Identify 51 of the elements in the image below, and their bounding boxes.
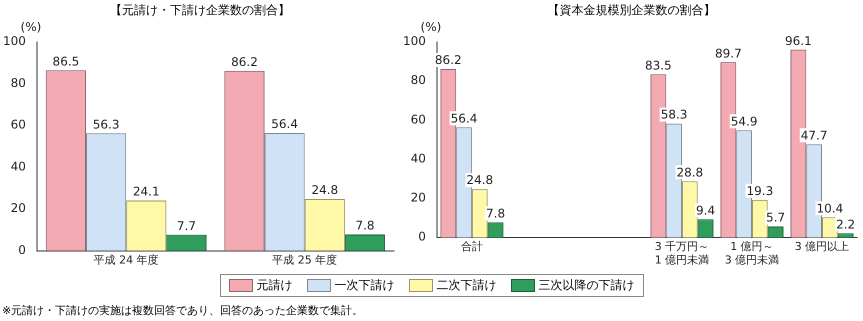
data-label: 9.4 — [696, 203, 716, 218]
y-axis-title: (%) — [420, 20, 442, 34]
x-tick-label: 合計 — [460, 240, 483, 254]
data-label: 58.3 — [660, 108, 688, 122]
x-tick-label: 1 億円～ 3 億円未満 — [724, 240, 780, 266]
chart-title: 【資本金規模別企業数の割合】 — [546, 2, 716, 18]
legend-label: 元請け — [256, 277, 292, 294]
y-tick-label: 80 — [10, 76, 26, 90]
data-label: 56.4 — [450, 111, 478, 126]
x-tick-label: 平成 25 年度 — [272, 253, 338, 266]
data-label: 56.4 — [271, 117, 298, 132]
data-label: 56.3 — [92, 117, 120, 132]
data-label: 86.2 — [434, 53, 462, 68]
data-label: 24.1 — [132, 184, 160, 199]
y-tick-label: 100 — [403, 34, 426, 48]
y-tick-label: 0 — [18, 242, 26, 257]
data-label: 7.8 — [486, 206, 506, 220]
data-label: 7.7 — [176, 218, 196, 233]
legend-label: 三次以降の下請け — [538, 277, 634, 294]
y-axis-title: (%) — [20, 20, 42, 34]
text: ※元請け・下請けの実施は複数回答であり、回答のあった企業数で集計。 — [2, 303, 364, 318]
data-label: 47.7 — [800, 128, 828, 142]
x-tick-label: 3 億円以上 — [794, 240, 850, 254]
y-tick-label: 20 — [410, 190, 426, 205]
data-label: 10.4 — [816, 201, 844, 216]
data-label: 54.9 — [730, 114, 758, 128]
legend-label: 一次下請け — [334, 277, 394, 294]
data-label: 83.5 — [644, 58, 672, 72]
y-tick-label: 40 — [10, 159, 26, 174]
data-label: 86.2 — [231, 54, 258, 69]
y-tick-label: 20 — [10, 201, 26, 216]
y-tick-label: 40 — [410, 151, 426, 166]
data-label: 2.2 — [836, 217, 856, 232]
y-tick-label: 100 — [3, 34, 26, 48]
chart-title: 【元請け・下請け企業数の割合】 — [109, 2, 291, 18]
y-tick-label: 0 — [418, 230, 426, 244]
data-label: 96.1 — [785, 34, 812, 48]
y-tick-label: 60 — [410, 112, 426, 126]
legend-label: 二次下請け — [436, 277, 496, 294]
data-label: 86.5 — [52, 54, 80, 68]
x-tick-label: 3 千万円～ 1 億円未満 — [654, 240, 710, 266]
x-tick-label: 平成 24 年度 — [94, 253, 159, 266]
data-label: 7.8 — [355, 218, 375, 233]
data-label: 19.3 — [746, 184, 774, 198]
y-tick-label: 60 — [10, 118, 26, 132]
data-label: 24.8 — [311, 183, 338, 198]
data-label: 89.7 — [714, 46, 742, 60]
y-tick-label: 80 — [410, 73, 426, 88]
data-label: 24.8 — [466, 173, 494, 188]
data-label: 5.7 — [766, 210, 786, 225]
data-label: 28.8 — [676, 165, 704, 180]
